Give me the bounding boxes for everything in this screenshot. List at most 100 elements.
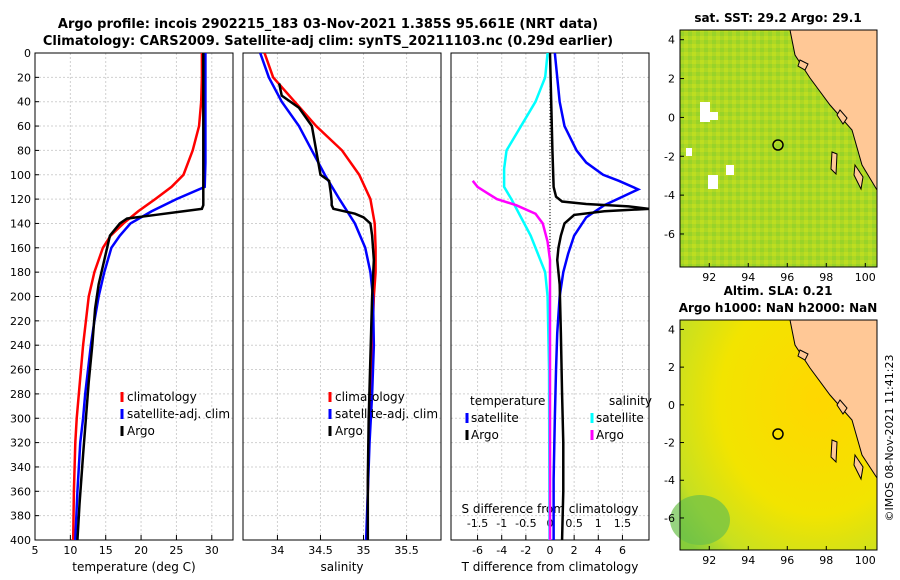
x-tick-label: 5 [32, 544, 39, 557]
y-tick-label: 60 [17, 120, 31, 133]
sst-missing-data [726, 165, 734, 175]
y-tick-label: 320 [10, 437, 31, 450]
series-line-satellite-adj-clim [259, 53, 376, 540]
legend-label: Argo [596, 428, 624, 442]
sla-low-anomaly [670, 495, 730, 545]
map-y-tick-label: 2 [668, 361, 675, 374]
y-tick-label: 260 [10, 364, 31, 377]
legend-label: satellite-adj. clim [127, 407, 230, 421]
main-title-line1: Argo profile: incois 2902215_183 03-Nov-… [58, 17, 598, 32]
y-tick-label: 340 [10, 461, 31, 474]
sst-argo-marker [772, 139, 784, 151]
map-y-tick-label: -2 [664, 150, 675, 163]
sst-missing-data [686, 148, 692, 156]
sst-islands [797, 59, 864, 191]
map-y-tick-label: 2 [668, 73, 675, 86]
axes-frame [242, 52, 442, 541]
map-y-tick-label: -4 [664, 189, 675, 202]
x-tick-label: 34.5 [308, 544, 333, 557]
series-line-climatology [71, 53, 204, 540]
x-axis-label: salinity [320, 560, 363, 574]
sst-map-frame [679, 29, 878, 268]
x-tick-label: 2 [571, 544, 578, 557]
x-axis-label: T difference from climatology [461, 560, 639, 574]
map-y-tick-label: -2 [664, 437, 675, 450]
x2-tick-label: 1 [595, 517, 602, 530]
legend-label: satellite [596, 411, 644, 425]
y-tick-label: 40 [17, 96, 31, 109]
sla-map-ticks: 92 94 96 98 100 4 2 0 -2 -4 -6 [664, 323, 876, 567]
sla-map-title-line1: Altim. SLA: 0.21 [724, 284, 833, 298]
difference-panel: -6 -4 -2 0 2 4 6 T difference from climatology -… [450, 52, 652, 574]
sla-argo-marker [772, 428, 784, 440]
y-tick-label: 360 [10, 485, 31, 498]
series-line-s-argo-diff [471, 180, 552, 540]
main-title-line2: Climatology: CARS2009. Satellite-adj cli… [43, 34, 613, 49]
x-tick-label: -4 [496, 544, 507, 557]
x2-tick-label: 0.5 [565, 517, 583, 530]
x-tick-label: 34 [270, 544, 284, 557]
series-line-t-argo-diff [548, 53, 649, 540]
y-tick-label: 120 [10, 193, 31, 206]
x2-tick-label: -1 [496, 517, 507, 530]
x-tick-label: 6 [619, 544, 626, 557]
x-tick-label: -6 [472, 544, 483, 557]
series-line-s-satellite-diff [502, 53, 551, 540]
y-tick-label: 180 [10, 266, 31, 279]
temperature-panel: 5 10 15 20 25 3002040608010012014016018020022… [10, 47, 234, 574]
map-x-tick-label: 98 [819, 554, 833, 567]
y-tick-label: 400 [10, 534, 31, 547]
x-tick-label: 0 [547, 544, 554, 557]
sst-map-title: sat. SST: 29.2 Argo: 29.1 [694, 11, 861, 25]
y-tick-label: 160 [10, 242, 31, 255]
map-x-tick-label: 94 [741, 554, 755, 567]
map-y-tick-label: 0 [668, 399, 675, 412]
map-y-tick-label: 0 [668, 111, 675, 124]
legend-label: satellite-adj. clim [335, 407, 438, 421]
map-x-tick-label: 94 [741, 271, 755, 284]
legend-label: Argo [471, 428, 499, 442]
x-tick-label: 35 [357, 544, 371, 557]
y-tick-label: 20 [17, 71, 31, 84]
x-axis-label: temperature (deg C) [72, 560, 195, 574]
map-x-tick-label: 92 [702, 554, 716, 567]
y-tick-label: 140 [10, 217, 31, 230]
map-x-tick-label: 96 [780, 554, 794, 567]
credit-stamp: ©IMOS 08-Nov-2021 11:41:23 [883, 355, 896, 522]
legend-title-temperature: temperature [470, 394, 545, 408]
y-tick-label: 0 [24, 47, 31, 60]
sst-missing-data [710, 112, 718, 120]
sla-map-title-line2: Argo h1000: NaN h2000: NaN [679, 301, 878, 315]
x2-tick-label: 1.5 [614, 517, 632, 530]
map-x-tick-label: 92 [702, 271, 716, 284]
sst-missing-data [708, 175, 718, 189]
legend-label: Argo [335, 424, 363, 438]
map-x-tick-label: 96 [780, 271, 794, 284]
y-tick-label: 100 [10, 169, 31, 182]
legend-label: climatology [127, 390, 197, 404]
map-y-tick-label: -4 [664, 474, 675, 487]
sst-map-ticks: 92 94 96 98 100 4 2 0 -2 -4 -6 [664, 34, 876, 284]
sst-missing-data [700, 102, 710, 122]
sla-map: 92 94 96 98 100 4 2 0 -2 -4 -6 [664, 319, 878, 567]
legend-label: climatology [335, 390, 405, 404]
sst-map: 92 94 96 98 100 4 2 0 -2 -4 -6 [664, 29, 878, 284]
x2-tick-label: -0.5 [515, 517, 536, 530]
map-y-tick-label: 4 [668, 34, 675, 47]
sla-map-frame [679, 319, 878, 551]
map-y-tick-label: -6 [664, 512, 675, 525]
x-tick-label: 10 [63, 544, 77, 557]
legend-title-salinity: salinity [609, 394, 652, 408]
series-line-argo [76, 53, 205, 540]
y-tick-label: 220 [10, 315, 31, 328]
sla-islands [797, 349, 864, 481]
legend-label: satellite [471, 411, 519, 425]
y-tick-label: 300 [10, 412, 31, 425]
y-tick-label: 280 [10, 388, 31, 401]
map-y-tick-label: -6 [664, 228, 675, 241]
x-tick-label: 30 [205, 544, 219, 557]
x-tick-label: -2 [520, 544, 531, 557]
x2-tick-label: -1.5 [467, 517, 488, 530]
x-tick-label: 15 [99, 544, 113, 557]
